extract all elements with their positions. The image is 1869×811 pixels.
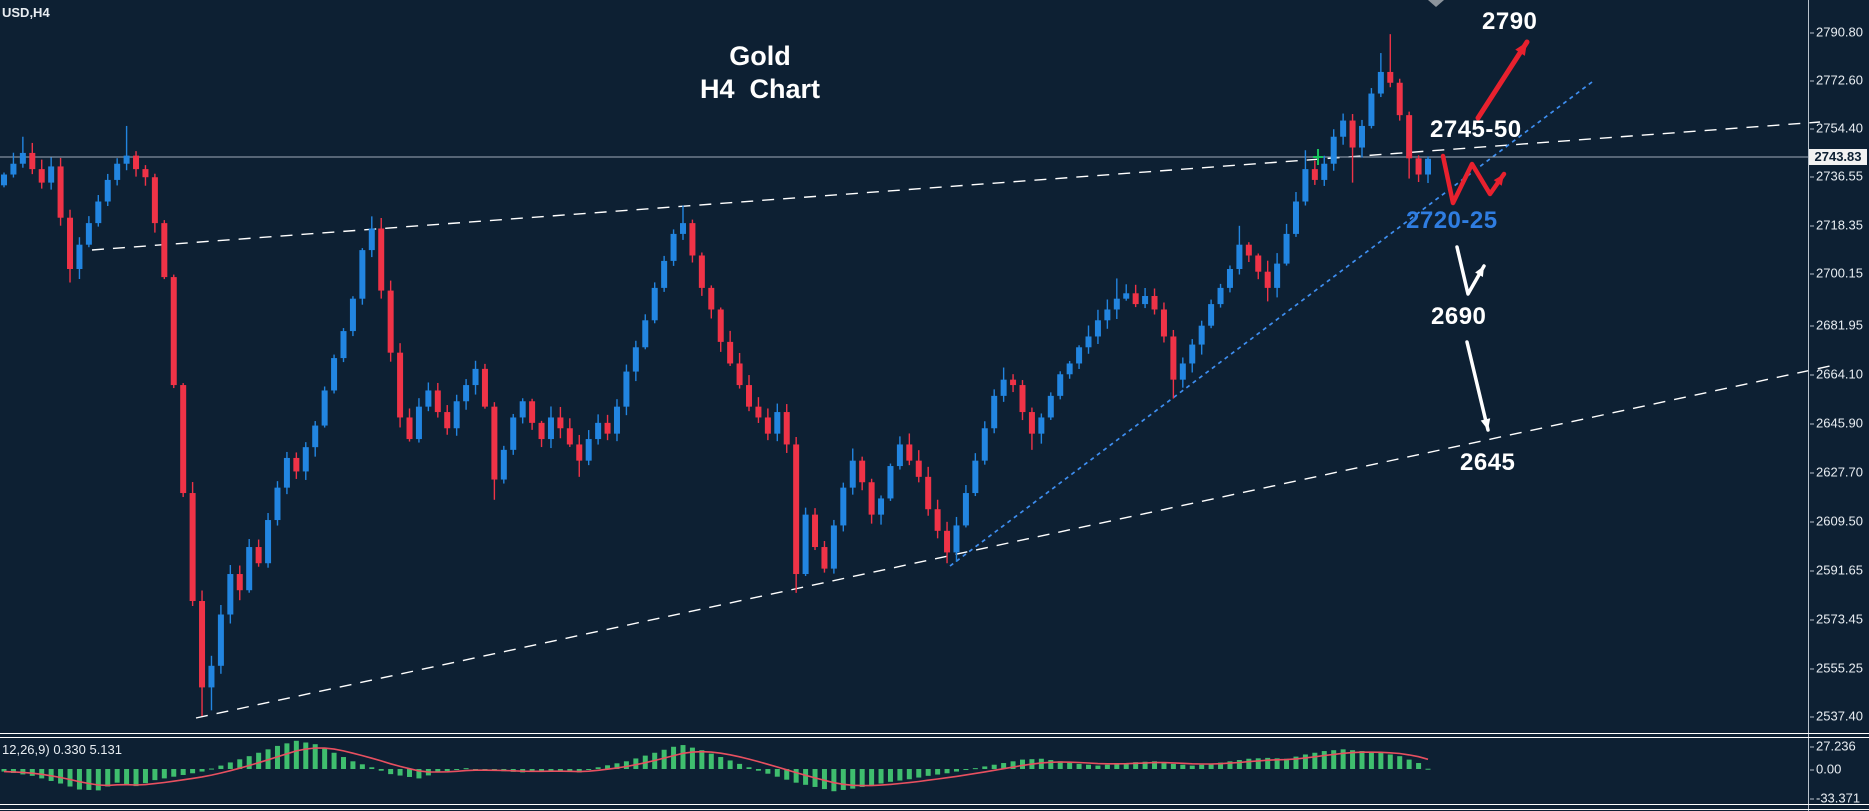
axis-tick-label: 2591.65	[1810, 562, 1863, 578]
price-axis[interactable]: 2790.80 2772.60 2754.40 2736.55 2718.35 2700.…	[1809, 0, 1869, 733]
macd-axis[interactable]: 27.236 0.00 -33.371	[1809, 733, 1869, 811]
chart-title-line2: H4 Chart	[699, 74, 821, 104]
pane-divider-top[interactable]	[0, 733, 1869, 734]
axis-tick-label: 2555.25	[1810, 660, 1863, 676]
axis-tick-label: 2609.50	[1810, 513, 1863, 529]
annotation-target-2790[interactable]: 2790	[1482, 8, 1538, 35]
axis-tick-label: -33.371	[1809, 790, 1861, 806]
axis-tick-label: 2754.40	[1810, 120, 1863, 136]
axis-tick-label: 2537.40	[1810, 708, 1863, 724]
chart-shift-marker-icon[interactable]	[1428, 0, 1444, 7]
axis-tick-label: 0.00	[1809, 761, 1842, 777]
axis-tick-label: 2645.90	[1810, 415, 1863, 431]
axis-tick-label: 2790.80	[1810, 24, 1863, 40]
axis-tick-label: 2627.70	[1810, 464, 1863, 480]
annotation-zone-2720-25[interactable]: 2720-25	[1406, 207, 1498, 234]
axis-tick-label: 2736.55	[1810, 168, 1863, 184]
macd-indicator-label: 12,26,9) 0.330 5.131	[2, 742, 122, 757]
axis-tick-label: 2664.10	[1810, 366, 1863, 382]
axis-tick-label: 2681.95	[1810, 317, 1863, 333]
pane-divider-bottom	[0, 809, 1869, 810]
axis-tick-label: 2772.60	[1810, 72, 1863, 88]
pane-divider-bottom-inner	[0, 804, 1869, 805]
current-price-tag: 2743.83	[1809, 149, 1867, 165]
axis-tick-label: 2573.45	[1810, 611, 1863, 627]
annotation-zone-2745-50[interactable]: 2745-50	[1430, 116, 1522, 143]
symbol-timeframe-label: USD,H4	[2, 5, 50, 20]
axis-tick-label: 27.236	[1810, 738, 1856, 754]
pane-divider-top-inner	[0, 737, 1869, 738]
axis-tick-label: 2718.35	[1810, 217, 1863, 233]
chart-title: Gold H4 Chart	[640, 40, 880, 106]
price-axis-border	[1808, 0, 1809, 811]
annotation-level-2645[interactable]: 2645	[1460, 449, 1516, 476]
annotation-level-2690[interactable]: 2690	[1431, 303, 1487, 330]
price-chart-canvas[interactable]	[0, 0, 1869, 733]
axis-tick-label: 2700.15	[1810, 265, 1863, 281]
chart-title-line1: Gold	[729, 41, 791, 71]
